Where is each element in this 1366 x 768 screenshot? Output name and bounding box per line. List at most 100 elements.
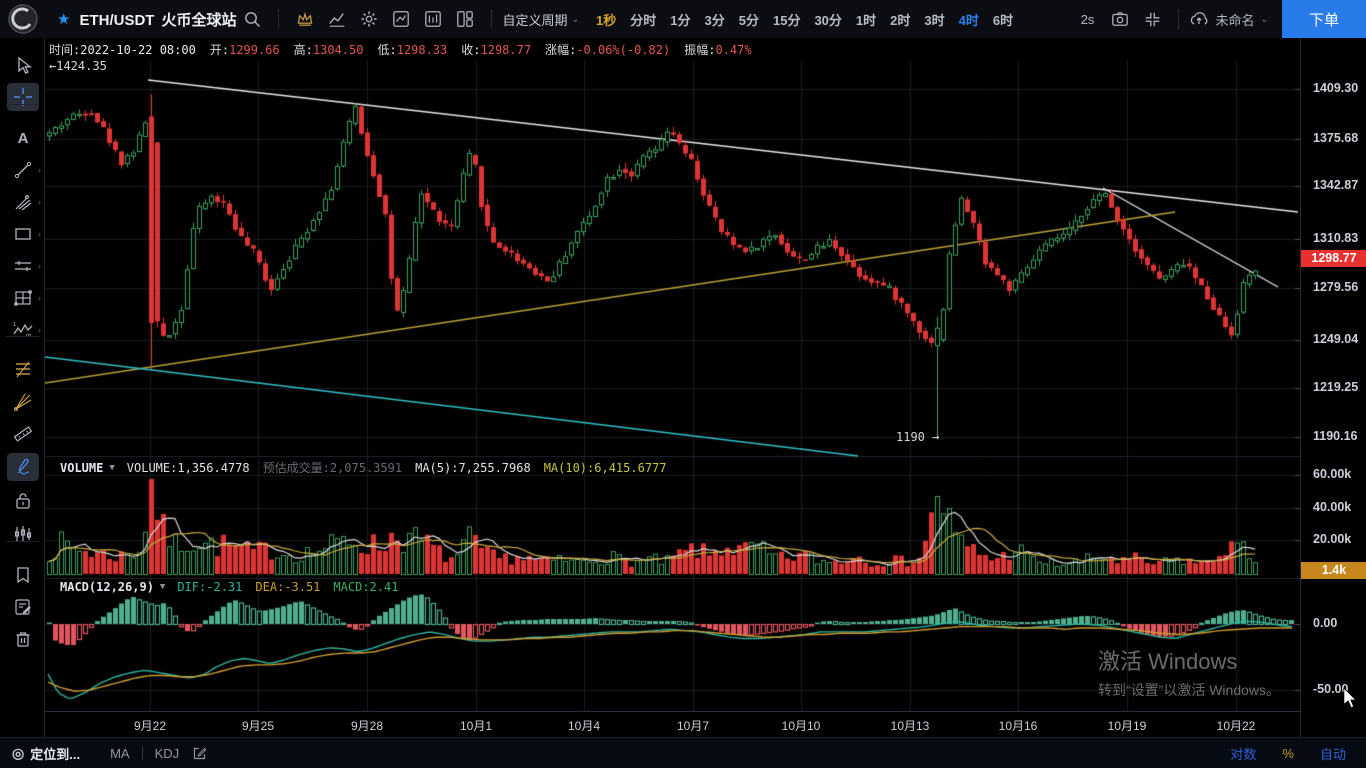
period-tab-3分[interactable]: 3分 (704, 12, 725, 28)
parallel-channel-tool-icon[interactable]: › (7, 252, 41, 280)
period-tab-1分[interactable]: 1分 (670, 12, 691, 28)
period-tab-3时[interactable]: 3时 (924, 12, 945, 28)
notes-tool-icon[interactable] (7, 593, 39, 621)
pitchfork-tool-icon[interactable]: › (7, 188, 41, 216)
indicator-ma[interactable]: MA (110, 745, 130, 761)
macd-indicator-name[interactable]: MACD(12,26,9) (60, 580, 154, 594)
ohlc-value: 1299.66 (229, 43, 280, 57)
layout-save-menu[interactable]: 未命名 ⌄ (1189, 10, 1268, 29)
x-axis-label: 10月4 (567, 719, 601, 733)
settings-gear-icon[interactable] (355, 5, 383, 33)
ohlc-label: 振幅: (684, 43, 716, 57)
custom-period-label: 自定义周期 (502, 12, 568, 28)
goto-date-label: 定位到... (30, 746, 81, 762)
ruler-tool-icon[interactable] (7, 420, 39, 448)
trendline-tool-icon[interactable]: › (7, 156, 41, 184)
collapse-icon[interactable] (1138, 5, 1166, 33)
axis-tick-label: 1219.25 (1313, 380, 1359, 394)
crosshair-tool-icon[interactable] (7, 83, 39, 111)
axis-tick-label: 1375.68 (1313, 131, 1359, 145)
ohlc-item: 时间:2022-10-22 08:00 (49, 43, 196, 57)
price-axis[interactable]: 1409.30 1375.68 1342.87 1310.83 1279.56 1249.… (1300, 38, 1366, 737)
trash-tool-icon[interactable] (7, 625, 39, 653)
drawing-toolbar: A › › › › › 1 ∞ › (0, 38, 45, 737)
exchange-logo[interactable] (0, 0, 45, 38)
ohlc-label: 开: (209, 43, 230, 57)
ohlc-value: 1304.50 (312, 43, 364, 57)
crown-icon[interactable] (291, 5, 319, 33)
cursor-tool-icon[interactable] (7, 51, 39, 79)
svg-text:1: 1 (13, 322, 17, 328)
chart-style-icon[interactable] (387, 5, 415, 33)
period-tab-30分[interactable]: 30分 (814, 12, 842, 28)
log-scale-toggle[interactable]: 对数 (1230, 746, 1257, 762)
chevron-right-icon[interactable]: › (38, 229, 41, 239)
layout-grid-icon[interactable] (451, 5, 479, 33)
fib-retracement-tool-icon[interactable] (7, 356, 39, 384)
volume-indicator-name[interactable]: VOLUME (60, 460, 104, 475)
macd-pane-header: MACD(12,26,9) ▼ DIF:-2.31 DEA:-3.51 MACD:2… (60, 580, 411, 594)
ohlc-item: 涨幅:-0.06%(-0.82) (545, 43, 670, 57)
goto-date-button[interactable]: ◎ 定位到... (12, 744, 80, 763)
watermark-line1: 激活 Windows (1098, 649, 1238, 674)
layout-name: 未命名 (1215, 12, 1255, 28)
elliott-wave-tool-icon[interactable]: 1 ∞ › (7, 316, 41, 344)
indicators-icon[interactable] (323, 5, 351, 33)
text-tool-icon[interactable]: A (17, 129, 29, 147)
axis-tick-label: 1279.56 (1313, 280, 1359, 294)
ohlc-label: 涨幅: (545, 43, 577, 57)
chevron-down-icon[interactable]: ▼ (159, 582, 166, 592)
period-tab-5分[interactable]: 5分 (738, 12, 759, 28)
pattern-tool-icon[interactable]: › (7, 284, 41, 312)
period-tab-15分[interactable]: 15分 (772, 12, 801, 28)
place-order-button[interactable]: 下单 (1282, 0, 1366, 38)
axis-tick-label: 20.00k (1313, 532, 1352, 546)
bookmark-tool-icon[interactable] (7, 561, 39, 589)
fib-fan-tool-icon[interactable] (7, 388, 39, 416)
symbol-title: ETH/USDT 火币全球站 (79, 9, 236, 30)
chevron-right-icon[interactable]: › (38, 261, 41, 271)
time-axis[interactable]: 9月22 9月25 9月28 10月1 10月4 10月7 10月10 10月13 10月16 1… (45, 711, 1366, 737)
object-tree-icon[interactable] (419, 5, 447, 33)
ohlc-value: 0.47% (715, 43, 752, 57)
macd-header-value: DEA:-3.51 (255, 580, 321, 594)
axis-tick-label: 1342.87 (1313, 178, 1359, 192)
period-tab-1秒[interactable]: 1秒 (596, 12, 617, 28)
exchange-name: 火币全球站 (161, 11, 237, 29)
volume-header-value: MA(10):6,415.6777 (543, 460, 667, 475)
favorite-star-icon[interactable]: ★ (57, 11, 71, 28)
indicator-kdj[interactable]: KDJ (154, 745, 180, 761)
chevron-right-icon[interactable]: › (38, 165, 41, 175)
chevron-right-icon[interactable]: › (38, 197, 41, 207)
ohlc-value: 2022-10-22 08:00 (80, 43, 196, 57)
edit-indicators-icon[interactable] (185, 739, 213, 767)
period-tab-2时[interactable]: 2时 (890, 12, 911, 28)
brush-tool-icon[interactable] (7, 453, 39, 481)
mouse-pointer (1342, 686, 1360, 715)
chevron-down-icon: ⌄ (1260, 13, 1268, 24)
period-tab-4时[interactable]: 4时 (958, 12, 979, 28)
period-tab-1时[interactable]: 1时 (855, 12, 877, 28)
custom-period-dropdown[interactable]: 自定义周期 ⌄ (502, 10, 579, 29)
axis-tick-label: 1409.30 (1313, 81, 1359, 95)
period-tab-6时[interactable]: 6时 (992, 12, 1014, 28)
chevron-right-icon[interactable]: › (38, 325, 41, 335)
axis-tick-label: 1190.16 (1313, 429, 1358, 443)
rectangle-tool-icon[interactable]: › (7, 220, 41, 248)
auto-scale-toggle[interactable]: 自动 (1319, 746, 1346, 762)
chevron-down-icon[interactable]: ▼ (109, 462, 115, 473)
search-icon[interactable] (238, 5, 266, 33)
ohlc-label: 时间: (49, 43, 81, 57)
period-tab-分时[interactable]: 分时 (630, 12, 657, 28)
topbar-right-group: 2s 未命名 ⌄ 下单 (1081, 0, 1366, 38)
ohlc-value: -0.06%(-0.82) (576, 43, 671, 57)
percent-scale-toggle[interactable]: % (1282, 745, 1294, 761)
cloud-upload-icon (1191, 12, 1208, 25)
camera-icon[interactable] (1106, 5, 1134, 33)
current-volume-badge: 1.4k (1301, 562, 1366, 579)
ohlc-item: 高:1304.50 (294, 43, 364, 57)
chevron-right-icon[interactable]: › (38, 293, 41, 303)
lock-tool-icon[interactable] (7, 487, 39, 515)
chart-canvas[interactable] (45, 38, 1300, 712)
bar-measure-tool-icon[interactable] (7, 520, 39, 548)
